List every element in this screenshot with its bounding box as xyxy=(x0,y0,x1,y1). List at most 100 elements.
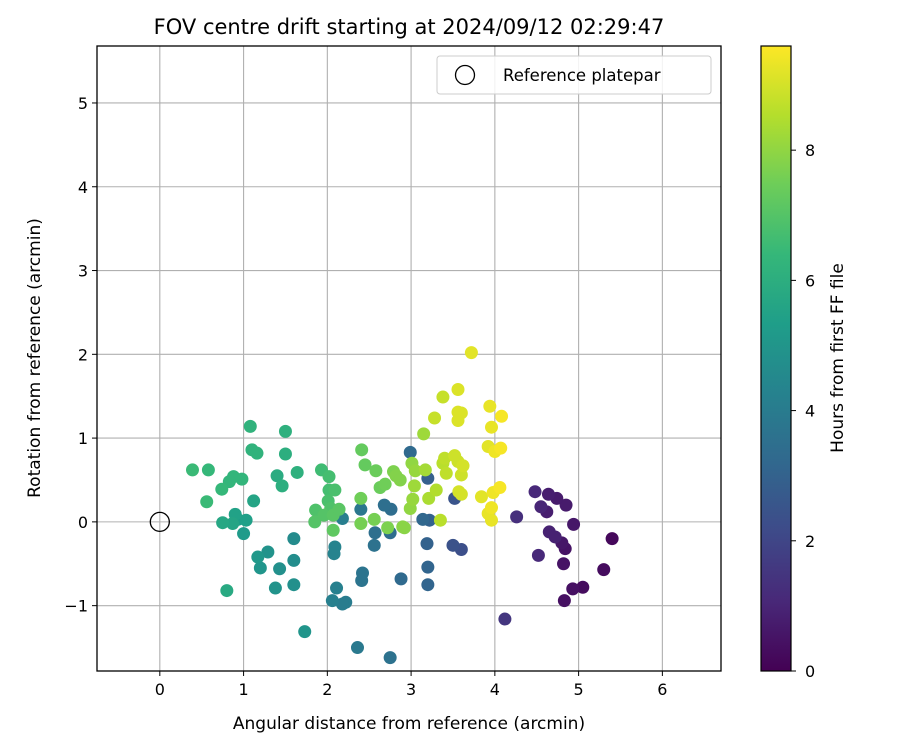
data-point xyxy=(215,482,229,496)
data-point xyxy=(436,390,450,404)
data-point xyxy=(325,594,339,608)
data-point xyxy=(464,346,478,360)
data-point xyxy=(381,521,395,535)
data-point xyxy=(251,550,265,564)
data-point xyxy=(328,483,342,497)
data-point xyxy=(367,538,381,552)
data-point xyxy=(220,584,234,598)
data-point xyxy=(456,459,470,473)
data-point xyxy=(367,512,381,526)
data-point xyxy=(428,411,442,425)
data-point xyxy=(495,409,509,423)
data-point xyxy=(454,487,468,501)
data-point xyxy=(407,479,421,493)
data-point xyxy=(567,517,581,531)
x-tick-label: 2 xyxy=(322,680,332,699)
x-tick-label: 6 xyxy=(657,680,667,699)
data-point xyxy=(417,427,431,441)
data-point xyxy=(446,538,460,552)
data-point xyxy=(201,463,215,477)
data-point xyxy=(216,516,230,530)
y-tick-label: 2 xyxy=(78,345,88,364)
data-point xyxy=(368,526,382,540)
data-point xyxy=(278,424,292,438)
x-axis-label: Angular distance from reference (arcmin) xyxy=(233,714,585,734)
chart-title: FOV centre drift starting at 2024/09/12 … xyxy=(154,15,665,39)
y-tick-label: 5 xyxy=(78,94,88,113)
colorbar-ticks: 0 2 4 6 8 xyxy=(791,141,815,681)
data-point xyxy=(528,485,542,499)
y-axis-label: Rotation from reference (arcmin) xyxy=(25,218,45,498)
data-point xyxy=(298,625,312,639)
y-tick-label: 3 xyxy=(78,262,88,281)
colorbar-tick-label: 6 xyxy=(805,271,815,290)
y-tick-label: 4 xyxy=(78,178,88,197)
data-point xyxy=(355,574,369,588)
data-point xyxy=(393,473,407,487)
data-point xyxy=(439,466,453,480)
data-point xyxy=(485,420,499,434)
data-point xyxy=(335,597,349,611)
colorbar-tick-label: 8 xyxy=(805,141,815,160)
data-point xyxy=(261,545,275,559)
x-tick-label: 1 xyxy=(238,680,248,699)
data-point xyxy=(327,547,341,561)
data-point xyxy=(451,382,465,396)
data-point xyxy=(354,517,368,531)
data-point xyxy=(557,557,571,571)
reference-point-marker xyxy=(149,511,170,533)
data-point xyxy=(383,651,397,665)
data-point xyxy=(408,464,422,478)
data-point xyxy=(350,641,364,655)
data-point xyxy=(378,477,392,491)
data-point xyxy=(226,517,240,531)
data-point xyxy=(576,580,590,594)
data-points xyxy=(185,346,619,665)
data-point xyxy=(287,578,301,592)
legend-box xyxy=(436,55,712,95)
data-point xyxy=(397,521,411,535)
data-point xyxy=(454,406,468,420)
data-point xyxy=(326,523,340,537)
data-point xyxy=(494,441,508,455)
data-point xyxy=(421,560,435,574)
data-point xyxy=(268,581,282,595)
legend-reference-label: Reference platepar xyxy=(503,66,661,85)
data-point xyxy=(243,419,257,433)
data-point xyxy=(358,458,372,472)
data-point xyxy=(287,532,301,546)
plot-frame xyxy=(96,45,722,672)
data-point xyxy=(354,502,368,516)
colorbar-fill xyxy=(761,46,791,671)
data-point xyxy=(200,495,214,509)
data-point xyxy=(422,491,436,505)
colorbar-frame xyxy=(760,45,792,672)
data-point xyxy=(275,479,289,493)
data-point xyxy=(270,469,284,483)
y-ticks: −1 0 1 2 3 4 5 xyxy=(64,94,97,616)
reference-layer xyxy=(149,511,170,533)
data-point xyxy=(330,581,344,595)
data-point xyxy=(498,612,512,626)
data-point xyxy=(493,481,507,495)
y-tick-label: 1 xyxy=(78,429,88,448)
data-point xyxy=(541,487,555,501)
x-ticks: 0 1 2 3 4 5 6 xyxy=(155,671,667,699)
data-point xyxy=(597,563,611,577)
data-point xyxy=(273,562,287,576)
x-tick-label: 5 xyxy=(574,680,584,699)
colorbar-tick-label: 4 xyxy=(805,402,815,421)
x-tick-label: 3 xyxy=(406,680,416,699)
colorbar-label: Hours from first FF file xyxy=(828,263,848,453)
data-point xyxy=(566,582,580,596)
data-point xyxy=(290,465,304,479)
x-tick-label: 0 xyxy=(155,680,165,699)
data-point xyxy=(531,548,545,562)
data-point xyxy=(429,483,443,497)
y-tick-label: −1 xyxy=(64,597,88,616)
colorbar: 0 2 4 6 8 Hours from first FF file xyxy=(760,45,848,681)
data-point xyxy=(548,530,562,544)
data-point xyxy=(420,537,434,551)
data-point xyxy=(317,508,331,522)
